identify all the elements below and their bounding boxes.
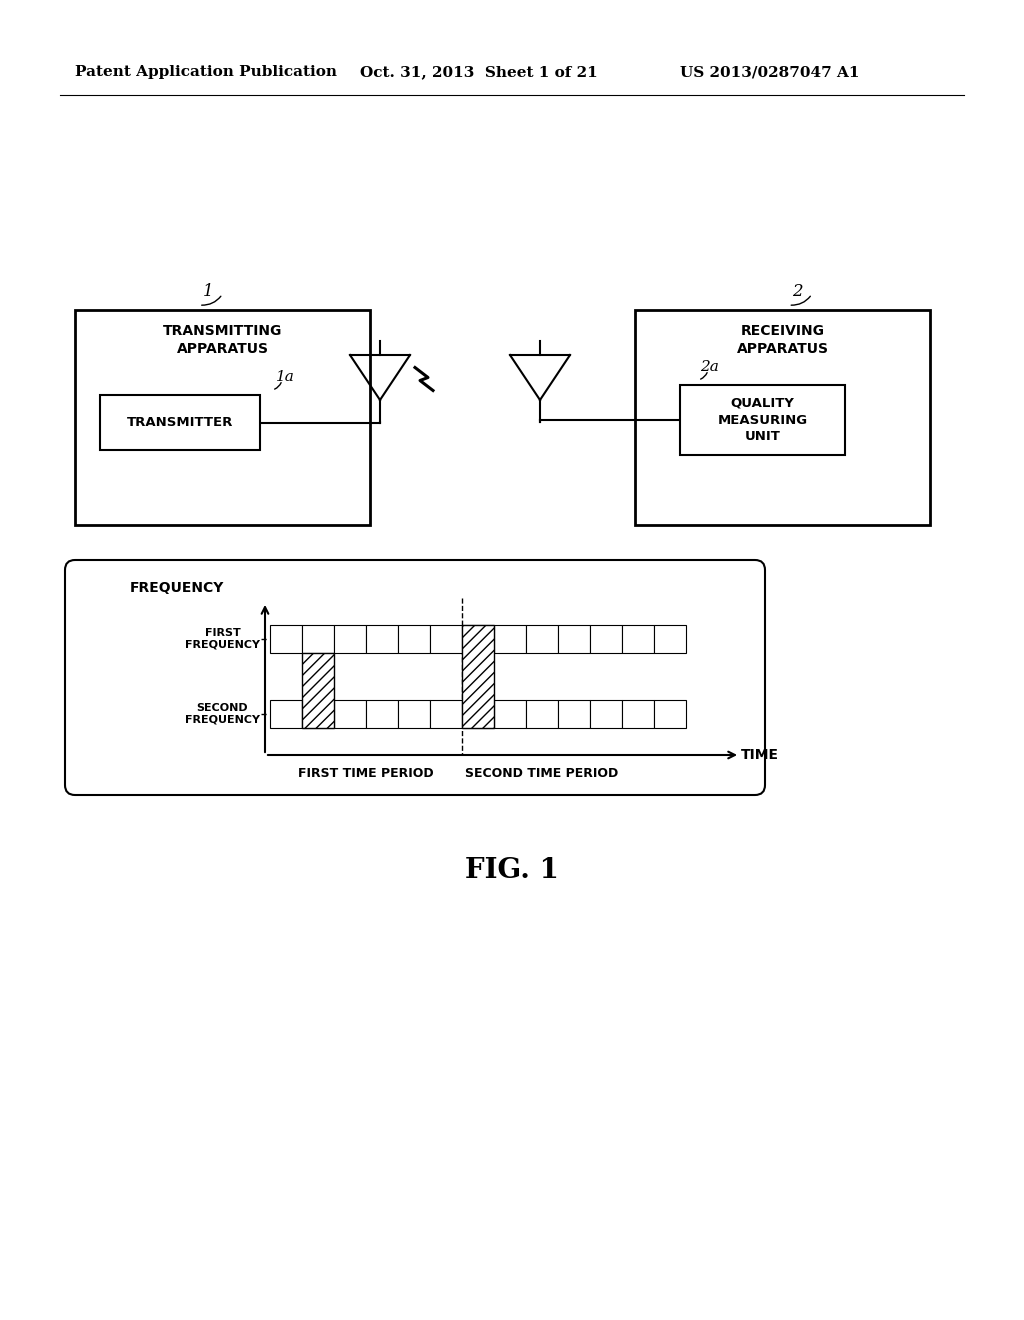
Bar	[558, 624, 590, 653]
Bar	[494, 624, 526, 653]
Bar	[100, 395, 260, 450]
Text: FIG. 1: FIG. 1	[465, 857, 559, 883]
Text: TRANSMITTER: TRANSMITTER	[127, 416, 233, 429]
Bar	[654, 700, 686, 729]
Bar	[462, 624, 494, 653]
Bar	[590, 700, 622, 729]
Bar	[398, 624, 430, 653]
Text: TRANSMITTING
APPARATUS: TRANSMITTING APPARATUS	[163, 323, 283, 356]
Bar	[430, 700, 462, 729]
Bar	[590, 624, 622, 653]
Text: QUALITY
MEASURING
UNIT: QUALITY MEASURING UNIT	[718, 396, 808, 444]
Bar	[526, 624, 558, 653]
Bar	[302, 624, 334, 653]
Bar	[366, 700, 398, 729]
Bar	[622, 624, 654, 653]
Text: 1a: 1a	[275, 370, 295, 384]
Bar	[270, 700, 302, 729]
Bar	[334, 700, 366, 729]
Bar	[680, 385, 845, 455]
Bar	[302, 653, 334, 729]
Text: TIME: TIME	[741, 748, 779, 762]
Text: RECEIVING
APPARATUS: RECEIVING APPARATUS	[736, 323, 828, 356]
Bar	[430, 624, 462, 653]
Text: FIRST TIME PERIOD: FIRST TIME PERIOD	[298, 767, 434, 780]
Text: Oct. 31, 2013  Sheet 1 of 21: Oct. 31, 2013 Sheet 1 of 21	[360, 65, 598, 79]
Bar	[302, 700, 334, 729]
Text: 1: 1	[203, 284, 213, 301]
Bar	[494, 700, 526, 729]
Bar	[366, 624, 398, 653]
FancyBboxPatch shape	[65, 560, 765, 795]
Bar	[654, 624, 686, 653]
Text: 2: 2	[792, 284, 803, 301]
Text: SECOND TIME PERIOD: SECOND TIME PERIOD	[465, 767, 618, 780]
Bar	[526, 700, 558, 729]
Bar	[270, 624, 302, 653]
Bar	[622, 700, 654, 729]
Text: FREQUENCY: FREQUENCY	[130, 581, 224, 595]
Bar	[635, 310, 930, 525]
Bar	[462, 624, 494, 729]
Text: SECOND
FREQUENCY: SECOND FREQUENCY	[185, 704, 260, 725]
Bar	[334, 624, 366, 653]
Bar	[558, 700, 590, 729]
Bar	[462, 700, 494, 729]
Bar	[75, 310, 370, 525]
Text: Patent Application Publication: Patent Application Publication	[75, 65, 337, 79]
Text: US 2013/0287047 A1: US 2013/0287047 A1	[680, 65, 859, 79]
Text: FIRST
FREQUENCY: FIRST FREQUENCY	[185, 628, 260, 649]
Bar	[398, 700, 430, 729]
Text: 2a: 2a	[700, 360, 720, 374]
